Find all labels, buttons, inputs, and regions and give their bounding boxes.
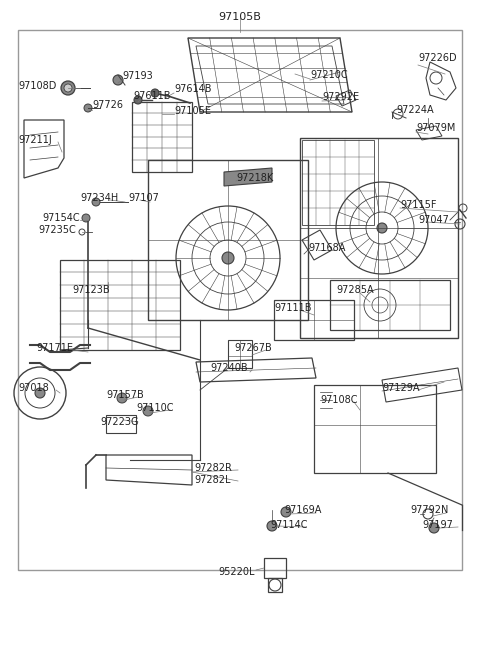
Text: 97110C: 97110C — [136, 403, 173, 413]
Bar — [300, 138, 458, 338]
Circle shape — [267, 521, 277, 531]
Text: 97224A: 97224A — [396, 105, 433, 115]
Text: 97226D: 97226D — [418, 53, 456, 63]
Text: 97282R: 97282R — [194, 463, 232, 473]
Bar — [314, 385, 436, 473]
Circle shape — [84, 104, 92, 112]
Text: 97111B: 97111B — [274, 303, 312, 313]
Polygon shape — [224, 168, 272, 186]
Text: 97169A: 97169A — [284, 505, 322, 515]
Text: 97211J: 97211J — [18, 135, 52, 145]
Circle shape — [113, 75, 123, 85]
Circle shape — [92, 198, 100, 206]
Text: 95220L: 95220L — [218, 567, 254, 577]
Text: 97108C: 97108C — [320, 395, 358, 405]
Text: 97018: 97018 — [18, 383, 49, 393]
Bar — [106, 415, 136, 433]
Text: 97129A: 97129A — [382, 383, 420, 393]
Text: 97157B: 97157B — [106, 390, 144, 400]
Text: 97792N: 97792N — [410, 505, 448, 515]
Text: 97267B: 97267B — [234, 343, 272, 353]
Bar — [132, 102, 192, 172]
Circle shape — [61, 81, 75, 95]
Text: 97218K: 97218K — [236, 173, 273, 183]
Text: 97105B: 97105B — [218, 12, 262, 22]
Text: 97285A: 97285A — [336, 285, 373, 295]
Bar — [228, 340, 252, 368]
Circle shape — [281, 507, 291, 517]
Bar — [302, 140, 374, 225]
Bar — [330, 280, 450, 330]
Text: 97114C: 97114C — [270, 520, 308, 530]
Text: 97123B: 97123B — [72, 285, 109, 295]
Bar — [18, 30, 462, 570]
Text: 97168A: 97168A — [308, 243, 346, 253]
Circle shape — [35, 388, 45, 398]
Circle shape — [222, 252, 234, 264]
Text: 97105E: 97105E — [174, 106, 211, 116]
Text: 97614B: 97614B — [174, 84, 212, 94]
Bar — [274, 300, 354, 340]
Bar — [60, 260, 180, 350]
Circle shape — [82, 214, 90, 222]
Text: 97234H: 97234H — [80, 193, 118, 203]
Circle shape — [64, 84, 72, 92]
Text: 97292E: 97292E — [322, 92, 359, 102]
Circle shape — [429, 523, 439, 533]
Text: 97115F: 97115F — [400, 200, 436, 210]
Circle shape — [377, 223, 387, 233]
Bar — [268, 578, 282, 592]
Text: 97235C: 97235C — [38, 225, 76, 235]
Text: 97197: 97197 — [422, 520, 453, 530]
Text: 97171E: 97171E — [36, 343, 73, 353]
Text: 97240B: 97240B — [210, 363, 248, 373]
Bar — [148, 160, 308, 320]
Text: 97223G: 97223G — [100, 417, 139, 427]
Circle shape — [151, 89, 159, 97]
Text: 97193: 97193 — [122, 71, 153, 81]
Text: 97154C: 97154C — [42, 213, 80, 223]
Bar — [264, 558, 286, 578]
Text: 97079M: 97079M — [416, 123, 456, 133]
Text: 97611B: 97611B — [133, 91, 170, 101]
Circle shape — [134, 96, 142, 104]
Circle shape — [117, 393, 127, 403]
Text: 97282L: 97282L — [194, 475, 230, 485]
Text: 97107: 97107 — [128, 193, 159, 203]
Text: 97108D: 97108D — [18, 81, 56, 91]
Text: 97210C: 97210C — [310, 70, 348, 80]
Text: 97047: 97047 — [418, 215, 449, 225]
Text: 97726: 97726 — [92, 100, 123, 110]
Circle shape — [143, 406, 153, 416]
